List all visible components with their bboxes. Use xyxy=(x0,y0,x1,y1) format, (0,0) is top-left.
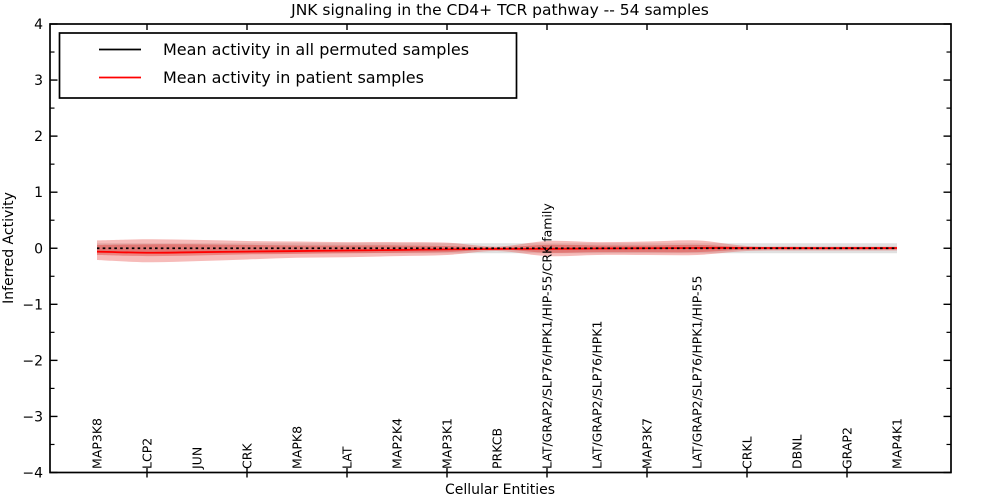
y-tick-label: 1 xyxy=(34,185,43,201)
x-category-label: MAP3K1 xyxy=(440,418,455,469)
x-category-label: LAT/GRAP2/SLP76/HPK1/HIP-55/CRK family xyxy=(540,203,555,469)
x-category-label: CRK xyxy=(240,443,255,469)
x-axis-label: Cellular Entities xyxy=(445,482,555,498)
y-tick-label: 4 xyxy=(34,17,43,33)
legend-label-patient: Mean activity in patient samples xyxy=(163,68,424,87)
y-tick-label: −2 xyxy=(22,353,43,369)
x-category-label: MAPK8 xyxy=(290,426,305,469)
x-category-label: GRAP2 xyxy=(840,427,855,469)
x-category-label: DBNL xyxy=(790,434,805,469)
y-tick-label: 2 xyxy=(34,129,43,145)
x-category-label: JUN xyxy=(190,447,205,470)
x-category-label: MAP4K1 xyxy=(890,418,905,469)
legend-box xyxy=(58,32,518,99)
chart-title: JNK signaling in the CD4+ TCR pathway --… xyxy=(290,1,709,19)
x-category-label: MAP2K4 xyxy=(390,418,405,469)
y-tick-label: −1 xyxy=(22,297,43,313)
x-category-label: MAP3K7 xyxy=(640,418,655,469)
y-tick-label: −3 xyxy=(22,409,43,425)
y-axis-label: Inferred Activity xyxy=(1,192,17,304)
x-category-label: LAT/GRAP2/SLP76/HPK1/HIP-55 xyxy=(690,276,705,469)
x-category-label: LAT/GRAP2/SLP76/HPK1 xyxy=(590,321,605,469)
y-tick-label: 3 xyxy=(34,73,43,89)
patient-band-outer xyxy=(97,239,897,263)
x-category-label: CRKL xyxy=(740,436,755,469)
x-category-label: LAT xyxy=(340,446,355,469)
legend: Mean activity in all permuted samples Me… xyxy=(58,32,518,99)
y-tick-label: −4 xyxy=(22,466,43,482)
y-tick-label: 0 xyxy=(34,241,43,257)
mean-activity-in-patient-samples-line xyxy=(96,247,898,254)
plot-area: 4 3 2 1 0 −1 −2 −3 −4 MAP3K8 LCP2 JUN CRK MAPK8 LAT MAP… xyxy=(22,17,952,482)
x-category-label: LCP2 xyxy=(140,438,155,469)
legend-label-permuted: Mean activity in all permuted samples xyxy=(163,40,469,59)
x-category-label: MAP3K8 xyxy=(90,418,105,469)
x-category-label: PRKCB xyxy=(490,428,505,469)
